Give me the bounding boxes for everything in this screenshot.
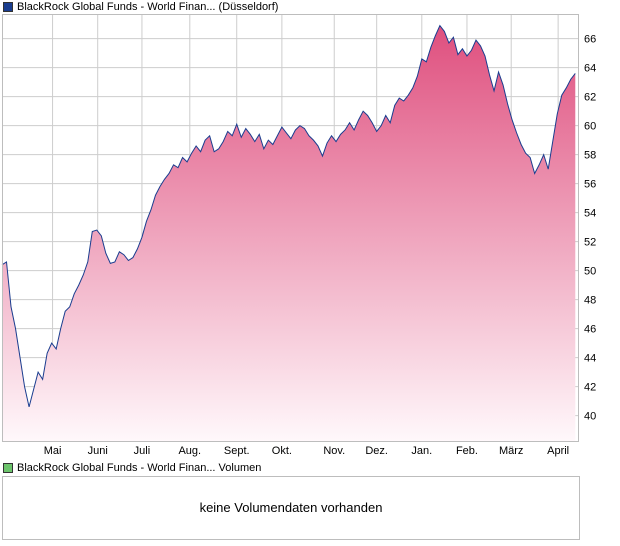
- y-tick-label: 56: [584, 179, 596, 191]
- y-tick-label: 46: [584, 324, 596, 336]
- x-tick-label: Juli: [134, 445, 151, 457]
- price-area: [2, 25, 576, 441]
- x-tick-label: Juni: [88, 445, 108, 457]
- volume-series-label: BlackRock Global Funds - World Finan... …: [17, 462, 262, 474]
- y-tick-label: 42: [584, 382, 596, 394]
- y-tick-label: 64: [584, 63, 596, 75]
- volume-chart-panel: keine Volumendaten vorhanden: [2, 476, 580, 540]
- y-tick-label: 66: [584, 34, 596, 46]
- x-axis: Mai Juni Juli Aug. Sept. Okt. Nov. Dez. Jan. Feb.…: [44, 445, 569, 457]
- y-tick-label: 62: [584, 92, 596, 104]
- price-chart: 40 42 44 46 48 50 52 54 56 58 60 62 64 66 Mai Juni Juli…: [1, 14, 596, 457]
- y-tick-label: 48: [584, 295, 596, 307]
- price-series-swatch: [3, 2, 13, 12]
- y-axis: 40 42 44 46 48 50 52 54 56 58 60 62 64 66: [584, 34, 596, 423]
- volume-chart-legend: BlackRock Global Funds - World Finan... …: [3, 461, 261, 475]
- x-tick-label: April: [547, 445, 569, 457]
- plot-frame: [2, 14, 579, 442]
- x-tick-label: Okt.: [272, 445, 292, 457]
- x-tick-label: Mai: [44, 445, 62, 457]
- x-tick-label: März: [499, 445, 523, 457]
- price-chart-legend: BlackRock Global Funds - World Finan... …: [3, 0, 278, 14]
- y-tick-label: 58: [584, 150, 596, 162]
- y-tick-label: 60: [584, 121, 596, 133]
- y-tick-label: 40: [584, 411, 596, 423]
- x-tick-label: Sept.: [224, 445, 250, 457]
- price-series-label: BlackRock Global Funds - World Finan... …: [17, 1, 279, 13]
- y-tick-label: 44: [584, 353, 596, 365]
- x-tick-label: Aug.: [178, 445, 201, 457]
- y-tick-label: 54: [584, 208, 596, 220]
- price-line: [1, 24, 576, 408]
- x-tick-label: Feb.: [456, 445, 478, 457]
- x-tick-label: Jan.: [411, 445, 432, 457]
- y-tick-label: 50: [584, 266, 596, 278]
- x-tick-label: Nov.: [323, 445, 345, 457]
- no-volume-data-message: keine Volumendaten vorhanden: [199, 500, 383, 515]
- volume-series-swatch: [3, 463, 13, 473]
- y-tick-label: 52: [584, 237, 596, 249]
- x-tick-label: Dez.: [365, 445, 388, 457]
